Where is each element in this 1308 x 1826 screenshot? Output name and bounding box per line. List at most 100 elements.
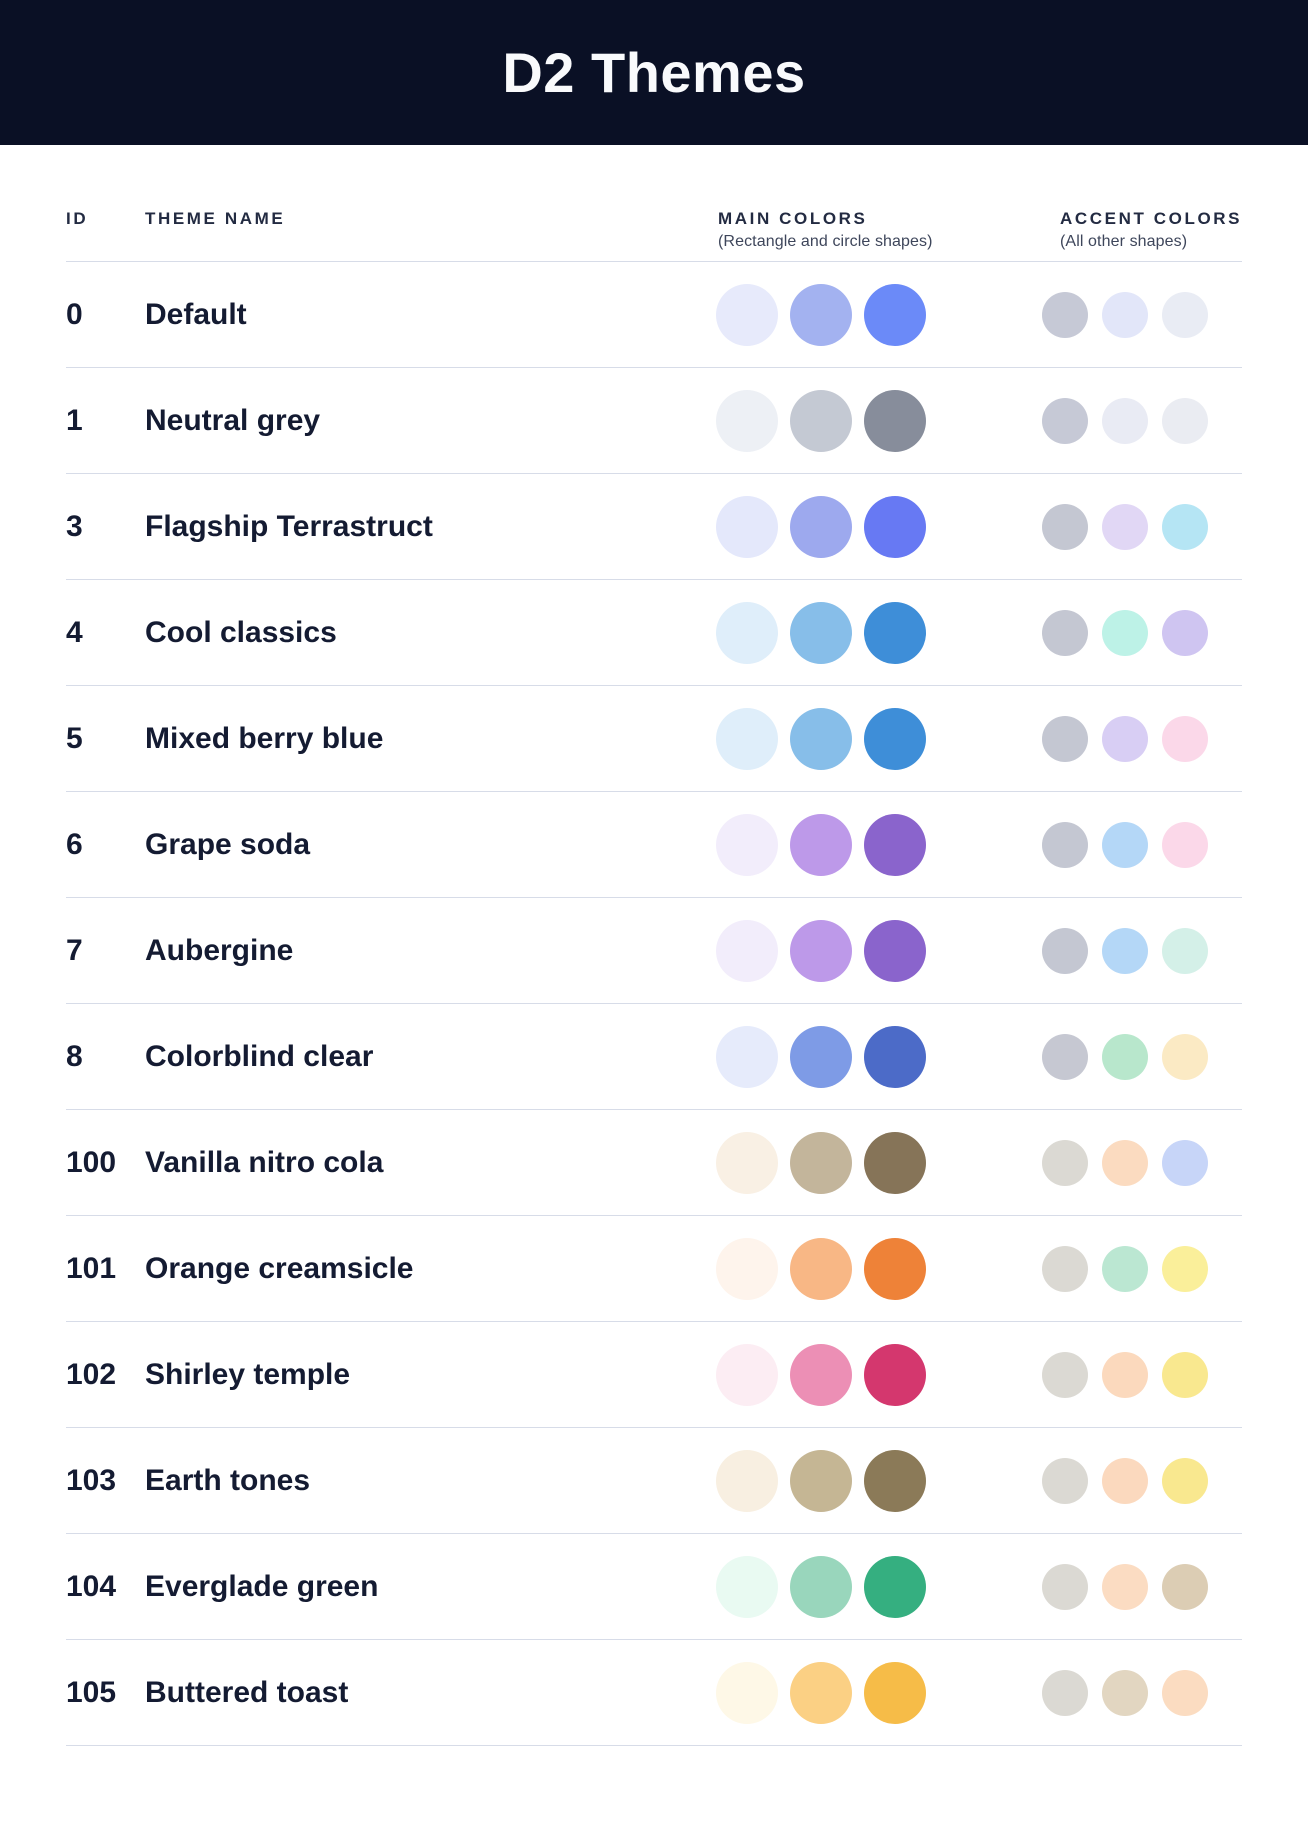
accent-color-swatch xyxy=(1042,1033,1088,1080)
main-color-swatch xyxy=(864,495,926,558)
table-row: 4 Cool classics xyxy=(66,580,1242,686)
accent-color-swatch xyxy=(1102,1245,1148,1292)
theme-id: 102 xyxy=(66,1357,117,1391)
accent-color-swatch xyxy=(1162,1457,1208,1504)
main-color-swatch xyxy=(790,495,852,558)
table-row: 7 Aubergine xyxy=(66,898,1242,1004)
main-color-swatch xyxy=(864,1555,926,1618)
accent-color-swatch xyxy=(1162,927,1208,974)
table-row: 102 Shirley temple xyxy=(66,1322,1242,1428)
theme-id: 100 xyxy=(66,1145,117,1179)
table-row: 101 Orange creamsicle xyxy=(66,1216,1242,1322)
accent-color-swatch xyxy=(1102,1563,1148,1610)
theme-name: Vanilla nitro cola xyxy=(145,1145,384,1179)
accent-color-swatch xyxy=(1102,927,1148,974)
table-row: 3 Flagship Terrastruct xyxy=(66,474,1242,580)
main-color-swatches xyxy=(716,1555,926,1618)
main-color-swatch xyxy=(790,1237,852,1300)
accent-color-swatches xyxy=(1042,291,1208,338)
main-color-swatch xyxy=(716,813,778,876)
table-row: 0 Default xyxy=(66,262,1242,368)
accent-color-swatch xyxy=(1162,715,1208,762)
theme-name: Flagship Terrastruct xyxy=(145,509,433,543)
main-color-swatch xyxy=(716,1237,778,1300)
theme-name: Orange creamsicle xyxy=(145,1251,414,1285)
accent-color-swatches xyxy=(1042,397,1208,444)
theme-name: Aubergine xyxy=(145,933,294,967)
accent-color-swatch xyxy=(1042,1351,1088,1398)
theme-id: 104 xyxy=(66,1569,117,1603)
main-color-swatch xyxy=(864,919,926,982)
main-color-swatch xyxy=(864,1343,926,1406)
accent-color-swatches xyxy=(1042,609,1208,656)
theme-name: Everglade green xyxy=(145,1569,379,1603)
main-color-swatch xyxy=(790,389,852,452)
theme-id: 1 xyxy=(66,403,83,437)
column-header-name: THEME NAME xyxy=(145,209,286,228)
theme-id: 4 xyxy=(66,615,83,649)
accent-color-swatch xyxy=(1162,1033,1208,1080)
accent-color-swatches xyxy=(1042,1245,1208,1292)
theme-name: Shirley temple xyxy=(145,1357,351,1391)
column-header-main: MAIN COLORS xyxy=(718,209,868,228)
accent-color-swatch xyxy=(1102,609,1148,656)
table-row: 103 Earth tones xyxy=(66,1428,1242,1534)
theme-id: 5 xyxy=(66,721,83,755)
column-subheader-accent: (All other shapes) xyxy=(1060,233,1188,250)
main-color-swatches xyxy=(716,601,926,664)
accent-color-swatches xyxy=(1042,1139,1208,1186)
main-color-swatch xyxy=(790,283,852,346)
main-color-swatches xyxy=(716,389,926,452)
table-row: 5 Mixed berry blue xyxy=(66,686,1242,792)
accent-color-swatch xyxy=(1102,503,1148,550)
accent-color-swatch xyxy=(1162,1245,1208,1292)
main-color-swatch xyxy=(864,1237,926,1300)
theme-name: Mixed berry blue xyxy=(145,721,384,755)
main-color-swatches xyxy=(716,919,926,982)
accent-color-swatches xyxy=(1042,821,1208,868)
theme-id: 7 xyxy=(66,933,83,967)
main-color-swatch xyxy=(790,707,852,770)
main-color-swatches xyxy=(716,813,926,876)
accent-color-swatch xyxy=(1162,821,1208,868)
accent-color-swatches xyxy=(1042,1351,1208,1398)
main-color-swatch xyxy=(716,1343,778,1406)
accent-color-swatch xyxy=(1042,1457,1088,1504)
main-color-swatch xyxy=(790,1449,852,1512)
accent-color-swatch xyxy=(1042,609,1088,656)
accent-color-swatch xyxy=(1042,927,1088,974)
main-color-swatch xyxy=(864,707,926,770)
main-color-swatches xyxy=(716,1237,926,1300)
main-color-swatch xyxy=(790,1131,852,1194)
theme-name: Default xyxy=(145,297,247,331)
main-color-swatch xyxy=(864,1661,926,1724)
accent-color-swatch xyxy=(1102,397,1148,444)
theme-id: 105 xyxy=(66,1675,117,1709)
main-color-swatch xyxy=(864,601,926,664)
main-color-swatch xyxy=(790,919,852,982)
main-color-swatch xyxy=(864,389,926,452)
accent-color-swatch xyxy=(1162,1351,1208,1398)
accent-color-swatch xyxy=(1162,1139,1208,1186)
accent-color-swatches xyxy=(1042,1033,1208,1080)
theme-id: 101 xyxy=(66,1251,117,1285)
main-color-swatches xyxy=(716,707,926,770)
main-color-swatch xyxy=(790,1555,852,1618)
main-color-swatch xyxy=(716,1555,778,1618)
accent-color-swatch xyxy=(1162,291,1208,338)
main-color-swatches xyxy=(716,1449,926,1512)
main-color-swatch xyxy=(864,813,926,876)
column-header-id: ID xyxy=(66,209,89,228)
main-color-swatches xyxy=(716,1131,926,1194)
main-color-swatch xyxy=(864,1025,926,1088)
accent-color-swatch xyxy=(1102,1033,1148,1080)
accent-color-swatch xyxy=(1162,397,1208,444)
column-subheader-main: (Rectangle and circle shapes) xyxy=(718,233,933,250)
accent-color-swatch xyxy=(1102,1139,1148,1186)
page-title: D2 Themes xyxy=(502,41,806,104)
accent-color-swatch xyxy=(1102,715,1148,762)
theme-id: 103 xyxy=(66,1463,117,1497)
table-row: 104 Everglade green xyxy=(66,1534,1242,1640)
accent-color-swatch xyxy=(1042,503,1088,550)
theme-id: 8 xyxy=(66,1039,83,1073)
